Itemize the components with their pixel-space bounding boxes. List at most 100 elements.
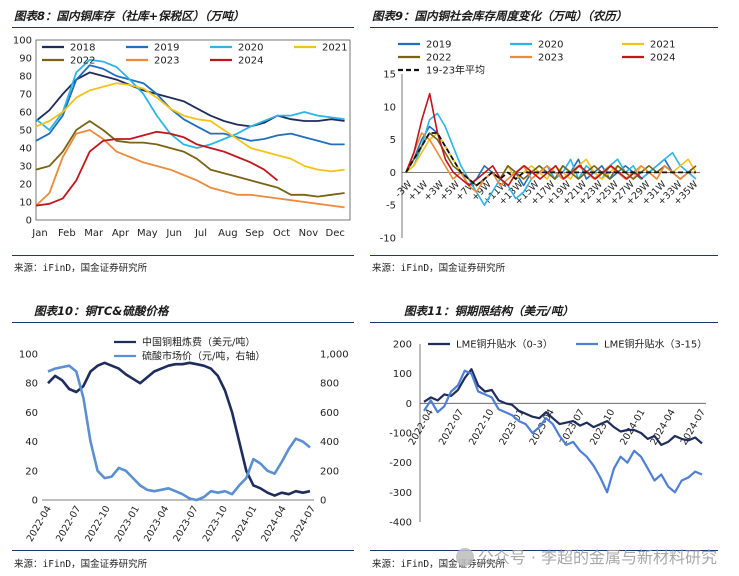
y-tick-label: 0 (32, 496, 38, 507)
legend-label: 2020 (238, 43, 263, 54)
y-tick-label: 70 (19, 90, 32, 101)
legend-label: 2018 (70, 43, 95, 54)
legend-label: 2021 (322, 43, 347, 54)
chart-title-inventory: 图表8：国内铜库存（社库+保税区）（万吨） (14, 9, 245, 23)
y-tick-label: -10 (380, 234, 396, 245)
y-tick-label: 80 (19, 72, 32, 83)
y-tick-label: -300 (389, 488, 412, 499)
y-tick-label: 40 (19, 144, 32, 155)
legend-label: 中国铜粗炼费（美元/吨） (142, 336, 255, 349)
wechat-icon (455, 548, 474, 566)
x-tick-label: 2022-07 (437, 407, 466, 447)
series-line-2019 (35, 64, 345, 146)
x-tick-label: 2023-10 (201, 504, 230, 544)
y-tick-label: 100 (13, 36, 32, 47)
chart-title-weekly-change: 图表9：国内铜社会库存周度变化（万吨）（农历） (372, 9, 628, 23)
legend-label: 2022 (70, 56, 95, 67)
y-tick-label: 60 (19, 108, 32, 119)
legend-label: 2024 (650, 53, 675, 64)
series-line-tc (47, 361, 311, 497)
x-tick-label: 2022-04 (25, 504, 54, 544)
series-line-19-23年平均 (405, 132, 696, 187)
y-right-tick-label: 0 (320, 496, 326, 507)
legend-label: 19-23年平均 (426, 64, 485, 77)
y-right-tick-label: 400 (320, 437, 339, 448)
series-line-2021 (35, 82, 345, 173)
y-right-tick-label: 800 (320, 379, 339, 390)
x-tick-label: 2023-04 (142, 504, 171, 544)
x-tick-label: 2024-04 (648, 407, 677, 447)
y-right-tick-label: 600 (320, 408, 339, 419)
legend-label: 2023 (538, 53, 563, 64)
x-tick-label: 2022-07 (54, 504, 83, 544)
y-tick-label: 0 (390, 168, 396, 179)
title-rule (12, 27, 354, 28)
series-line-2018 (35, 71, 345, 128)
y-tick-label: 20 (19, 180, 32, 191)
x-tick-label: Mar (84, 228, 104, 239)
y-tick-label: 10 (383, 102, 396, 113)
x-tick-label: 2024-01 (618, 407, 647, 447)
source-rule (370, 550, 718, 551)
y-right-tick-label: 200 (320, 466, 339, 477)
chart-title-lme-spread: 图表11：铜期限结构（美元/吨） (404, 304, 574, 318)
legend-label: 2023 (154, 56, 179, 67)
x-tick-label: Dec (326, 228, 345, 239)
y-tick-label: -400 (389, 518, 412, 529)
series-line-acid (47, 364, 311, 502)
series-line-2020 (35, 58, 345, 149)
source-rule (12, 550, 354, 551)
x-tick-label: Feb (58, 228, 76, 239)
chart-title-tc-acid: 图表10：铜TC&硫酸价格 (34, 304, 169, 318)
title-rule (370, 27, 718, 28)
x-tick-label: 2022-10 (467, 407, 496, 447)
legend-label: 2022 (426, 53, 451, 64)
series-line-lme-0-3 (423, 368, 703, 447)
x-tick-label: 2022-10 (83, 504, 112, 544)
y-tick-label: -200 (389, 458, 412, 469)
source-rule (370, 255, 718, 256)
x-tick-label: 2023-07 (171, 504, 200, 544)
x-tick-label: Apr (112, 228, 130, 239)
source-rule (12, 255, 354, 256)
legend-label: 2024 (238, 56, 263, 67)
y-tick-label: 0 (26, 216, 32, 227)
y-tick-label: 100 (19, 350, 38, 361)
y-tick-label: 15 (383, 70, 396, 81)
source-note: 来源：iFinD，国金证券研究所 (14, 263, 148, 274)
series-line-2022 (405, 132, 697, 187)
legend-label: LME铜升贴水（0-3） (456, 338, 553, 351)
x-tick-label: Jul (194, 228, 207, 239)
y-right-tick-label: 1,000 (320, 350, 349, 361)
x-tick-label: 2024-07 (289, 504, 318, 544)
x-tick-label: Jun (165, 228, 182, 239)
watermark: 公众号 · 李超的金属与新材料研究 (455, 544, 717, 568)
y-tick-label: 80 (25, 379, 38, 390)
y-tick-label: 60 (25, 408, 38, 419)
chart-weekly-change: -10-5051015-3W+1W+3W+5W+7W+9W+11W+13W+15… (380, 40, 701, 245)
x-tick-label: 2024-01 (230, 504, 259, 544)
series-line-lme-3-15 (423, 369, 703, 494)
source-note: 来源：iFinD，国金证券研究所 (372, 263, 506, 274)
x-tick-label: 2024-07 (679, 407, 708, 447)
legend-label: LME铜升贴水（3-15） (604, 338, 707, 351)
plot-frame (35, 39, 351, 221)
x-tick-label: Sep (245, 228, 264, 239)
x-tick-label: Jan (31, 228, 47, 239)
title-rule (12, 322, 354, 323)
y-tick-label: 200 (393, 340, 412, 351)
y-tick-label: 50 (19, 126, 32, 137)
source-note: 来源：iFinD，国金证券研究所 (14, 559, 148, 570)
y-tick-label: -100 (389, 429, 412, 440)
legend-label: 2021 (650, 40, 675, 51)
y-tick-label: 90 (19, 54, 32, 65)
x-tick-label: Oct (273, 228, 290, 239)
x-tick-label: 2024-04 (259, 504, 288, 544)
y-tick-label: 5 (390, 135, 396, 146)
chart-inventory: 0 10 20 30 40 50 60 70 80 90 100 Jan Feb Mar Apr May Jun… (13, 36, 351, 239)
series-line-2022 (35, 120, 345, 198)
y-tick-label: 10 (19, 198, 32, 209)
y-tick-label: 0 (406, 399, 412, 410)
legend-label: 2019 (154, 43, 179, 54)
